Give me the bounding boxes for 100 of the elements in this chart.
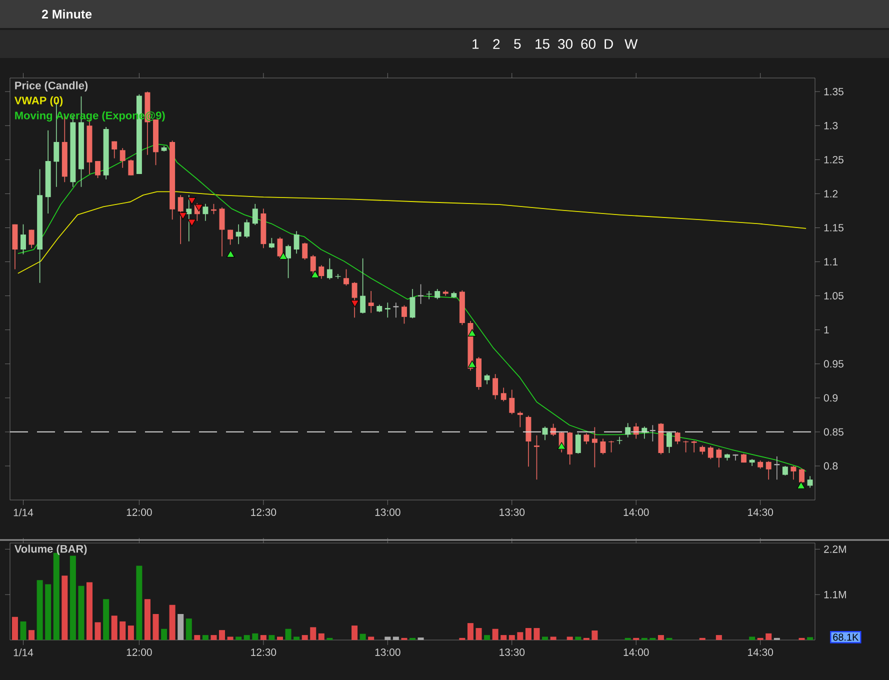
y-tick-label: 1.25 xyxy=(824,156,844,164)
candlestick xyxy=(600,438,606,455)
bar xyxy=(70,556,76,640)
point xyxy=(178,212,188,220)
candlestick xyxy=(128,159,134,176)
x-tick-label: 13:30 xyxy=(500,648,525,656)
x-tick-label: 1/14 xyxy=(14,508,34,516)
bar xyxy=(219,630,226,640)
bar xyxy=(302,635,308,640)
bar xyxy=(78,586,84,640)
y-tick-label: 1.1 xyxy=(824,258,838,266)
bar xyxy=(169,604,176,640)
bar xyxy=(144,599,150,640)
candlestick xyxy=(120,148,126,168)
bar xyxy=(360,634,366,640)
candlestick xyxy=(434,288,440,300)
candlestick xyxy=(344,268,349,286)
bar xyxy=(534,628,540,640)
bar xyxy=(658,635,664,640)
point xyxy=(796,482,806,489)
candlestick xyxy=(28,229,34,249)
candlestick xyxy=(517,411,523,428)
bar xyxy=(716,635,722,640)
bar xyxy=(294,636,300,640)
line-series xyxy=(18,144,807,472)
y-tick-label: 1.15 xyxy=(824,224,844,232)
y-tick-label: 1.3 xyxy=(824,122,838,130)
candlestick xyxy=(807,476,813,488)
y-tick-label: 1.05 xyxy=(824,292,844,300)
y-tick-label: 0.85 xyxy=(824,428,844,436)
x-tick-label: 12:30 xyxy=(251,648,276,656)
x-tick-label: 14:30 xyxy=(748,648,774,656)
x-tick-label: 14:00 xyxy=(624,508,649,516)
y-tick-label: 1.35 xyxy=(824,88,844,96)
candlestick xyxy=(318,264,324,280)
candlestick xyxy=(484,374,490,385)
candlestick xyxy=(286,244,292,279)
candlestick xyxy=(392,302,400,318)
bar xyxy=(749,636,756,640)
bar xyxy=(807,637,814,640)
candlestick xyxy=(310,254,316,276)
candlestick xyxy=(95,160,101,178)
x-tick-label: 12:30 xyxy=(251,508,276,516)
bar xyxy=(575,636,582,640)
bar xyxy=(36,580,43,640)
bar xyxy=(592,630,598,640)
bar xyxy=(111,616,118,640)
point xyxy=(188,197,196,205)
candlestick xyxy=(790,466,796,480)
x-tick-label: 12:00 xyxy=(126,508,152,516)
x-tick-label: 13:00 xyxy=(375,648,400,656)
candlestick xyxy=(302,242,308,260)
candlestick xyxy=(782,466,788,476)
bar xyxy=(318,633,324,640)
candlestick xyxy=(575,432,581,454)
bar xyxy=(508,635,515,640)
candlestick xyxy=(584,432,590,445)
bar xyxy=(152,614,159,640)
x-tick-label: 1/14 xyxy=(14,648,34,656)
bar xyxy=(210,635,217,640)
bar xyxy=(186,618,192,640)
text: 15 xyxy=(536,39,550,49)
bar xyxy=(484,635,490,640)
bar xyxy=(94,622,101,640)
bar xyxy=(525,628,532,640)
candlestick xyxy=(402,304,407,324)
candlestick xyxy=(492,374,498,400)
line-series xyxy=(18,191,807,274)
bar xyxy=(62,576,68,640)
candlestick xyxy=(708,446,714,460)
candlestick xyxy=(534,434,540,480)
chart-title: 2 Minute xyxy=(42,9,92,19)
bar xyxy=(178,614,184,640)
candlestick xyxy=(500,387,506,402)
candlestick xyxy=(567,432,573,466)
x-tick-label: 13:00 xyxy=(375,508,400,516)
candlestick xyxy=(616,436,622,445)
candlestick xyxy=(384,302,390,318)
y-tick-label: 1.1M xyxy=(824,591,846,598)
text: 2 xyxy=(493,39,500,49)
candlestick xyxy=(268,238,274,249)
candlestick xyxy=(20,224,26,255)
bar xyxy=(227,636,234,640)
candlestick xyxy=(716,448,722,468)
bar xyxy=(20,621,26,640)
bar xyxy=(202,635,208,640)
text: Price (Candle) xyxy=(15,81,88,92)
y-tick-label: 1 xyxy=(824,326,829,334)
y-tick-label: 2.2M xyxy=(824,546,846,553)
x-tick-label: 14:00 xyxy=(624,648,649,656)
candlestick xyxy=(360,258,366,314)
point xyxy=(468,360,476,368)
point xyxy=(557,442,566,450)
bar xyxy=(136,566,142,640)
bar xyxy=(467,623,474,640)
text: VWAP (0) xyxy=(14,96,63,107)
candlestick xyxy=(228,229,234,246)
candlestick xyxy=(202,204,208,222)
bar xyxy=(392,636,399,640)
candlestick xyxy=(766,460,772,480)
